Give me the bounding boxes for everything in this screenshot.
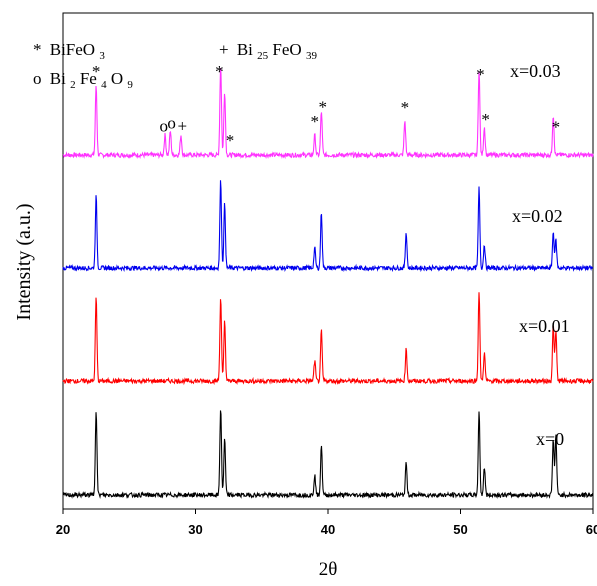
legend: * BiFeO 3 o Bi 2 Fe 4 O 9 + Bi 25 FeO 39 bbox=[33, 40, 317, 92]
series-label-x-0: x=0 bbox=[536, 429, 564, 449]
peak-annotation-2: o bbox=[167, 113, 176, 132]
x-tick-label-50: 50 bbox=[453, 522, 467, 537]
x-axis-label: 2θ bbox=[319, 559, 338, 580]
series-line-x-0-03 bbox=[62, 67, 594, 160]
peak-annotation-11: * bbox=[552, 117, 561, 136]
series-line-x-0-01 bbox=[62, 292, 594, 386]
peak-annotation-8: * bbox=[401, 98, 410, 117]
peak-annotation-0: * bbox=[92, 62, 101, 81]
peak-annotation-10: * bbox=[481, 110, 490, 129]
series-label-x-0-01: x=0.01 bbox=[519, 316, 570, 336]
x-axis: 20 30 40 50 60 bbox=[56, 509, 597, 537]
legend-marker-circle: o bbox=[33, 69, 42, 88]
peak-annotation-7: * bbox=[318, 98, 327, 117]
series-label-x-0-02: x=0.02 bbox=[512, 206, 563, 226]
x-tick-label-60: 60 bbox=[586, 522, 597, 537]
series-line-x-0 bbox=[62, 410, 594, 499]
peak-annotation-3: + bbox=[177, 116, 187, 135]
x-tick-label-30: 30 bbox=[188, 522, 202, 537]
series-line-x-0-02 bbox=[62, 180, 594, 273]
peak-annotation-4: * bbox=[215, 62, 224, 81]
series-labels: x=0.03 x=0.02 x=0.01 x=0 bbox=[510, 61, 570, 449]
series-label-x-0-03: x=0.03 bbox=[510, 61, 561, 81]
series-group bbox=[62, 67, 594, 499]
plot-frame bbox=[62, 12, 594, 510]
peak-annotation-6: * bbox=[311, 112, 320, 131]
peak-annotation-9: * bbox=[476, 65, 485, 84]
legend-entry-bi2fe4o9: o Bi 2 Fe 4 O 9 bbox=[33, 69, 133, 92]
legend-entry-bi25feo39: + Bi 25 FeO 39 bbox=[219, 40, 317, 63]
x-tick-label-40: 40 bbox=[321, 522, 335, 537]
legend-marker-plus: + bbox=[219, 40, 229, 59]
peak-annotation-5: * bbox=[226, 131, 235, 150]
peak-annotation-1: o bbox=[159, 116, 168, 135]
y-axis-label: Intensity (a.u.) bbox=[13, 203, 35, 320]
legend-marker-star: * bbox=[33, 40, 42, 59]
peak-annotations: *o o +**** *** * bbox=[92, 62, 560, 150]
legend-entry-bifeo3: * BiFeO 3 bbox=[33, 40, 105, 62]
x-tick-label-20: 20 bbox=[56, 522, 70, 537]
